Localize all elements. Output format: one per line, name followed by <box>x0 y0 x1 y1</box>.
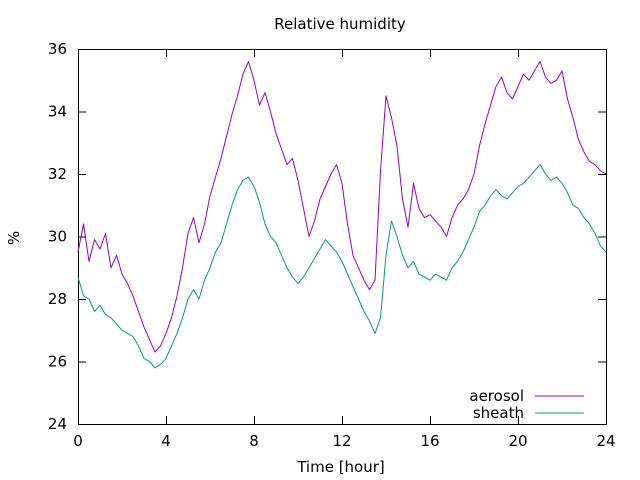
x-tick-labels: 0 4 8 12 16 20 24 <box>73 432 615 450</box>
x-tick-label: 20 <box>508 432 527 450</box>
x-tick-label: 4 <box>161 432 171 450</box>
x-axis-label: Time [hour] <box>296 458 385 476</box>
y-tick-label: 30 <box>48 228 67 246</box>
y-tick-label: 36 <box>48 40 67 58</box>
plot-frame <box>78 49 607 425</box>
y-tick-label: 32 <box>48 165 67 183</box>
x-tick-label: 8 <box>249 432 259 450</box>
sheath-series-line <box>77 164 607 369</box>
x-tick-label: 12 <box>332 432 351 450</box>
y-tick-labels: 24 26 28 30 32 34 36 <box>48 40 67 433</box>
y-axis-label: % <box>5 231 23 245</box>
y-tick-label: 26 <box>48 353 67 371</box>
plot-area <box>77 49 607 425</box>
y-tick-label: 34 <box>48 103 67 121</box>
x-tick-label: 0 <box>73 432 83 450</box>
y-tick-label: 28 <box>48 290 67 308</box>
aerosol-series-line <box>77 61 607 353</box>
y-tick-label: 24 <box>48 415 67 433</box>
legend-label-aerosol: aerosol <box>469 387 524 405</box>
x-tick-label: 24 <box>596 432 615 450</box>
series-layer <box>77 61 607 369</box>
ticks-layer <box>78 49 607 425</box>
legend-label-sheath: sheath <box>473 404 524 422</box>
chart-title: Relative humidity <box>274 15 406 33</box>
x-tick-label: 16 <box>420 432 439 450</box>
